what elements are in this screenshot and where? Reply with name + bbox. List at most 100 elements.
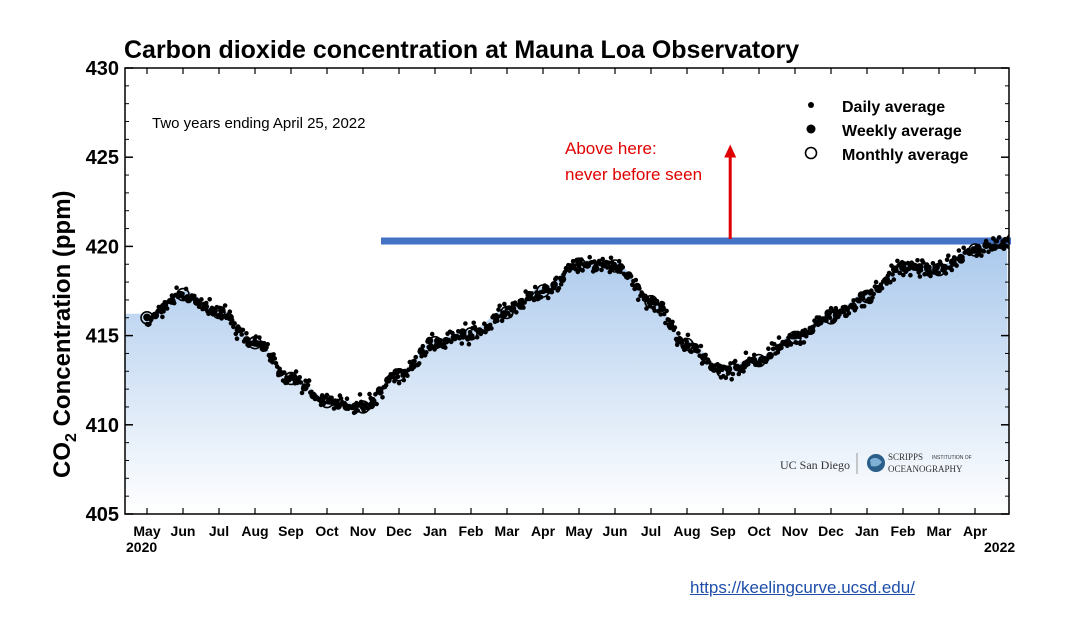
x-tick-label: Sep	[278, 523, 304, 539]
legend-monthly-label: Monthly average	[842, 147, 968, 164]
daily-point	[367, 391, 372, 397]
monthly-point	[392, 367, 406, 382]
daily-point	[895, 258, 900, 264]
monthly-point	[608, 259, 622, 273]
weekly-point	[159, 302, 168, 311]
daily-point	[497, 303, 503, 309]
daily-point	[946, 253, 951, 258]
monthly-point	[896, 260, 910, 275]
weekly-point	[957, 256, 965, 264]
daily-point	[986, 249, 991, 255]
weekly-point	[841, 304, 849, 313]
monthly-point	[140, 310, 154, 325]
weekly-point	[733, 363, 741, 372]
daily-point	[729, 377, 734, 382]
daily-point	[917, 274, 923, 279]
daily-point	[608, 255, 614, 261]
daily-point	[652, 308, 657, 313]
plot-frame	[124, 67, 1010, 515]
daily-point	[851, 298, 856, 303]
daily-point	[463, 321, 468, 326]
monthly-point	[428, 335, 442, 350]
weekly-point	[450, 333, 459, 342]
weekly-point	[201, 302, 209, 311]
weekly-point	[791, 332, 799, 340]
weekly-point	[658, 304, 666, 313]
daily-point	[222, 303, 228, 308]
weekly-point	[359, 402, 367, 410]
source-link[interactable]: https://keelingcurve.ucsd.edu/	[690, 578, 915, 597]
monthly-point	[536, 284, 550, 298]
x-year-start: 2020	[126, 539, 157, 555]
below-curve-fill	[125, 239, 1009, 514]
weekly-point	[226, 313, 234, 322]
weekly-point	[517, 302, 525, 310]
legend-daily-label: Daily average	[842, 99, 945, 116]
daily-point	[891, 277, 897, 282]
daily-point	[956, 248, 962, 253]
weekly-point	[492, 313, 500, 321]
x-tick-label: Nov	[350, 523, 377, 539]
x-tick-label: Mar	[927, 523, 952, 539]
weekly-point	[259, 344, 268, 353]
monthly-point	[572, 257, 586, 272]
monthly-point	[356, 400, 370, 414]
daily-point	[556, 286, 562, 291]
daily-point	[412, 358, 417, 364]
weekly-point	[384, 376, 392, 384]
weekly-point	[251, 339, 259, 347]
scripps-logo: SCRIPPS INSTITUTION OF OCEANOGRAPHY	[867, 452, 972, 474]
chart-subtitle: Two years ending April 25, 2022	[152, 115, 365, 132]
y-tick-label: 410	[86, 415, 119, 437]
weekly-point	[409, 362, 417, 370]
weekly-point	[990, 243, 999, 251]
legend-daily-marker	[808, 102, 814, 108]
weekly-point	[168, 297, 176, 305]
weekly-point	[899, 264, 907, 272]
weekly-point	[699, 353, 708, 361]
x-tick-label: May	[565, 523, 592, 539]
monthly-point	[968, 243, 982, 257]
weekly-point	[591, 264, 600, 273]
monthly-point	[752, 353, 766, 368]
weekly-point	[267, 352, 276, 361]
daily-point	[413, 354, 419, 360]
weekly-point	[276, 369, 284, 377]
daily-point	[828, 305, 834, 311]
daily-point	[306, 378, 312, 383]
daily-point	[996, 235, 1002, 240]
y-axis-label: CO2 Concentration (ppm)	[49, 190, 80, 478]
daily-point	[502, 301, 507, 307]
daily-point	[244, 331, 249, 336]
y-tick-label: 415	[86, 326, 119, 348]
daily-point	[890, 272, 895, 277]
chart-title: Carbon dioxide concentration at Mauna Lo…	[124, 36, 799, 64]
daily-point	[666, 317, 672, 323]
ucsd-logo: UC San Diego	[780, 453, 858, 474]
daily-point	[915, 258, 920, 263]
monthly-point	[644, 294, 658, 309]
daily-point	[419, 353, 424, 359]
y-tick-label: 420	[86, 236, 119, 258]
daily-point	[770, 346, 776, 352]
weekly-point	[774, 344, 783, 352]
x-tick-label: Jan	[423, 523, 447, 539]
x-tick-label: Mar	[495, 523, 520, 539]
daily-point	[922, 271, 927, 277]
weekly-point	[542, 284, 550, 292]
x-tick-label: Aug	[673, 523, 700, 539]
daily-point	[949, 267, 955, 273]
weekly-point	[807, 327, 816, 335]
y-label-subscript: 2	[63, 433, 80, 442]
daily-point	[676, 331, 681, 336]
y-label-rest: Concentration (ppm)	[49, 190, 76, 433]
daily-point	[741, 369, 746, 374]
x-tick-label: Feb	[459, 523, 484, 539]
x-tick-label: Apr	[963, 523, 988, 539]
daily-point	[380, 395, 385, 400]
weekly-point	[924, 265, 932, 273]
x-tick-label: Feb	[891, 523, 916, 539]
daily-point	[812, 318, 817, 324]
daily-point	[766, 346, 771, 352]
weekly-point	[483, 323, 492, 332]
